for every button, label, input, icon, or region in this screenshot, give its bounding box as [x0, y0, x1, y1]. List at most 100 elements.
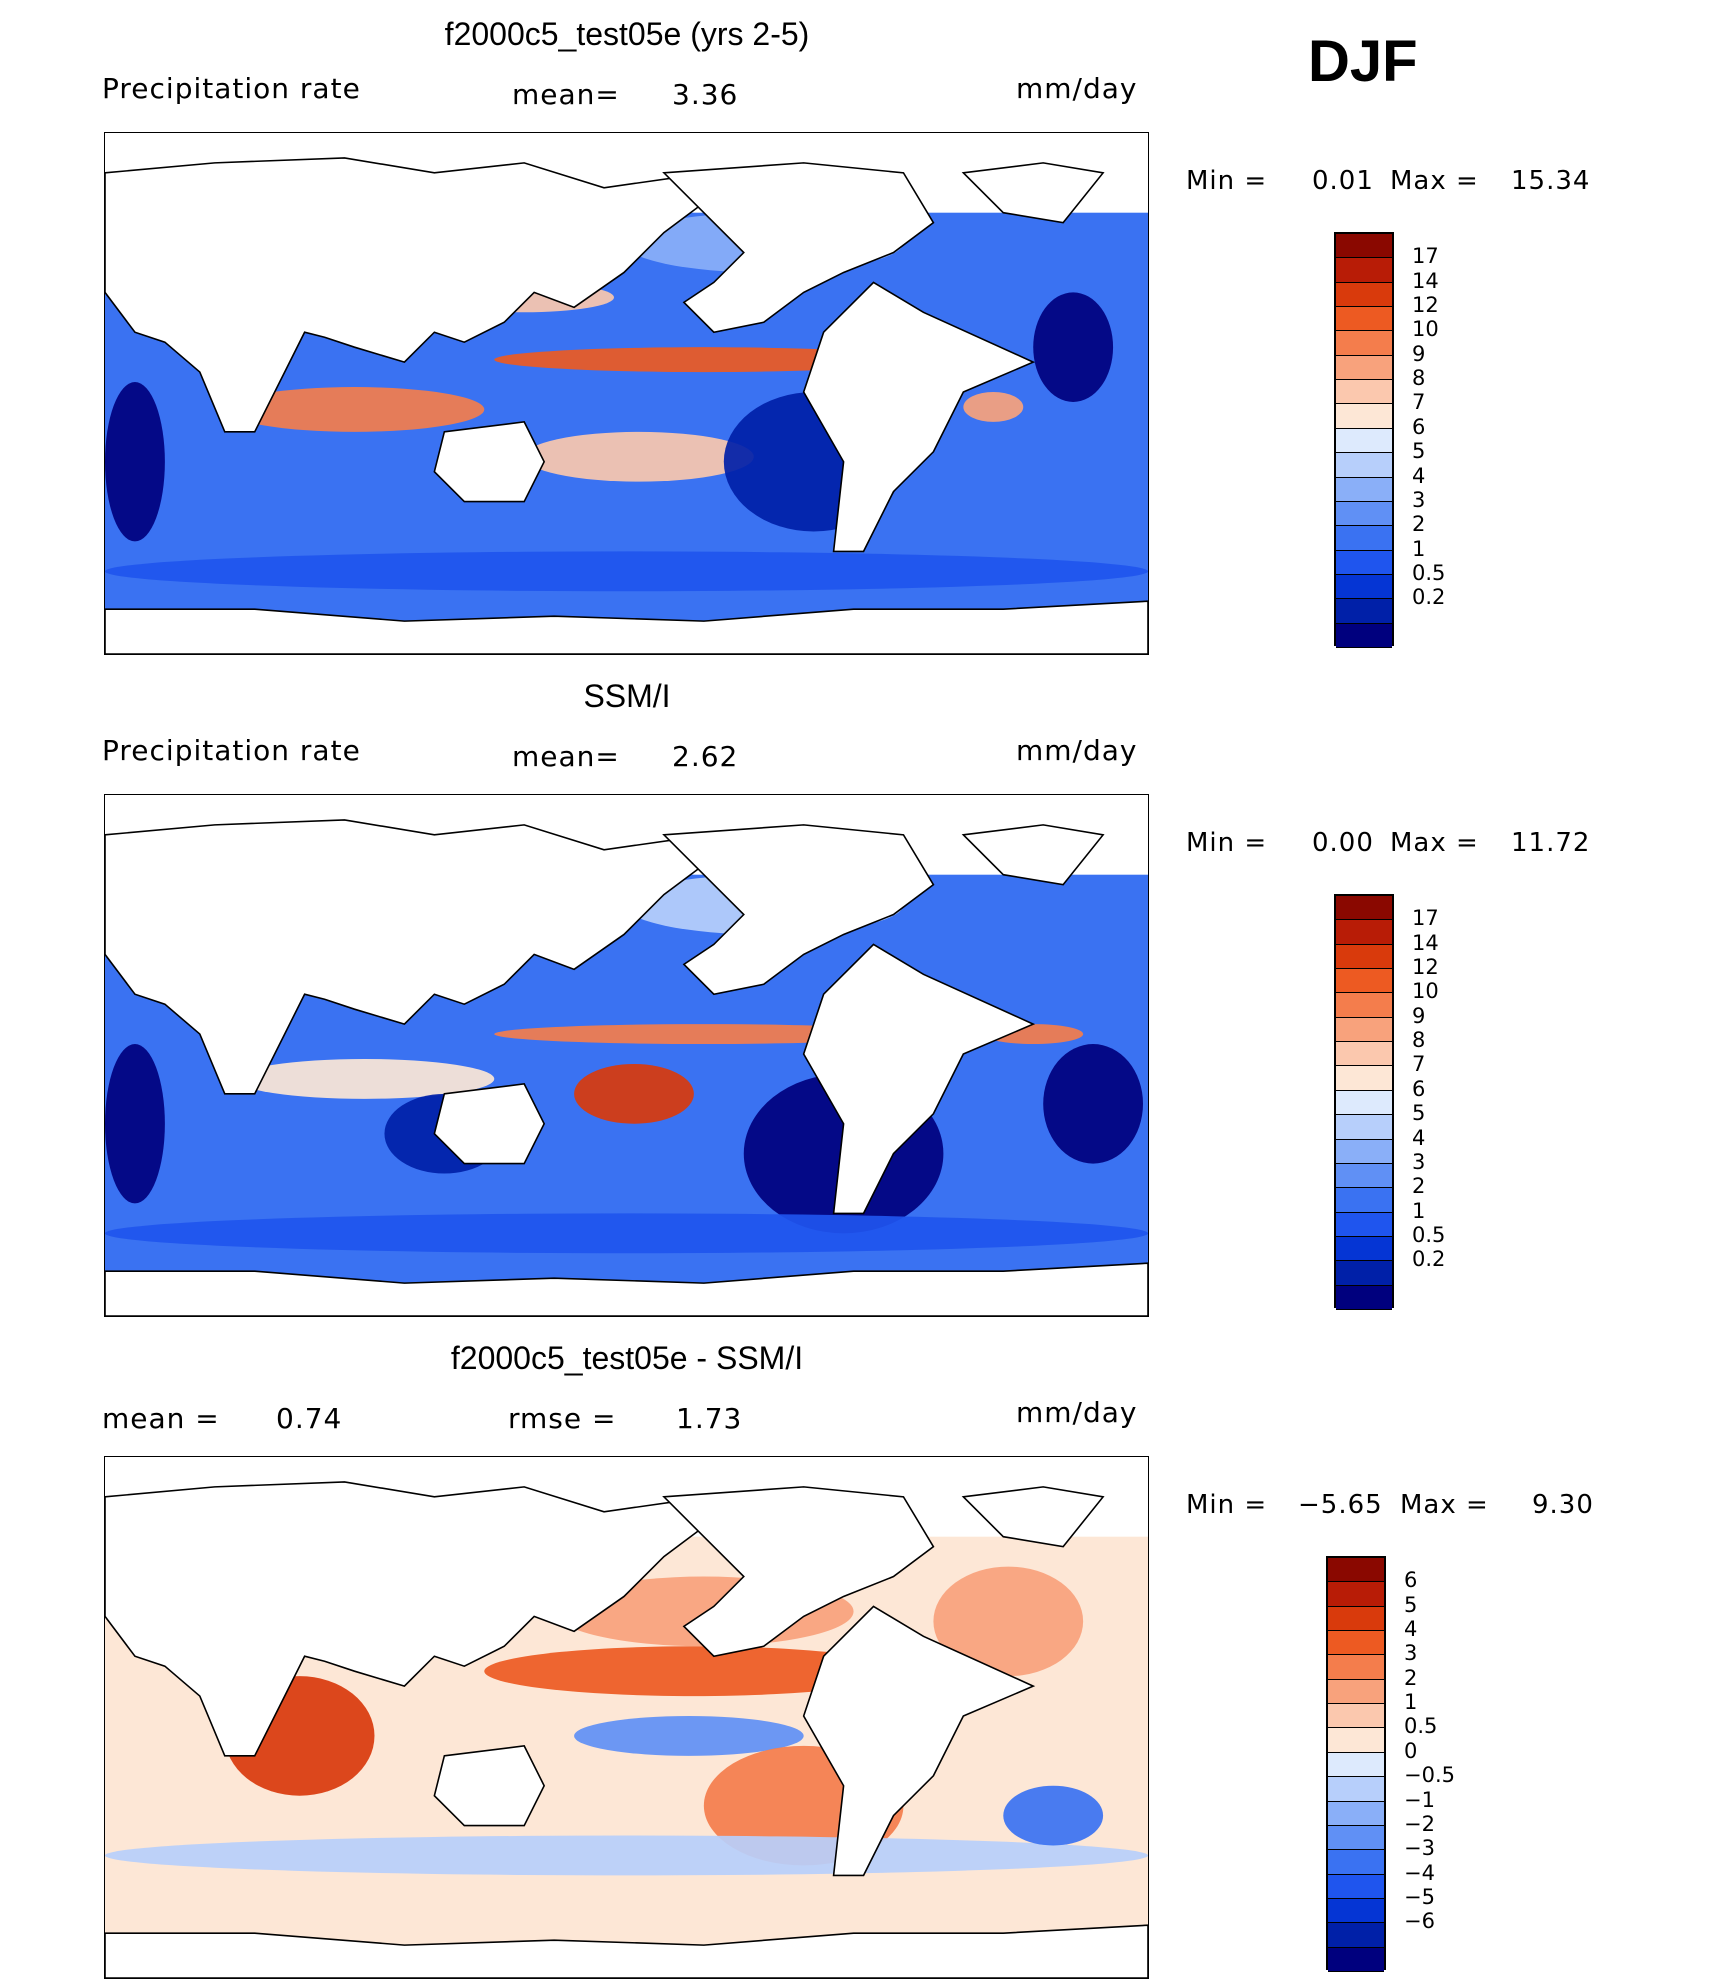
colorbar-tick-label: 17 — [1412, 906, 1439, 931]
colorbar-tick-label: 7 — [1412, 390, 1426, 415]
colorbar-tick-label: 4 — [1412, 1125, 1426, 1150]
colorbar-tick-label: 14 — [1412, 268, 1439, 293]
colorbar-tick-label: 10 — [1412, 317, 1439, 342]
colorbar-tick-label: 8 — [1412, 366, 1426, 391]
colorbar-swatch — [1336, 599, 1392, 624]
panel2-max-value: 11.72 — [1511, 828, 1591, 858]
colorbar-swatch — [1336, 331, 1392, 356]
colorbar-swatch — [1336, 404, 1392, 429]
panel2-mean-value: 2.62 — [672, 740, 739, 773]
colorbar-tick-label: 2 — [1404, 1665, 1418, 1690]
colorbar-swatch — [1336, 526, 1392, 551]
colorbar-tick-label: 1 — [1412, 1198, 1426, 1223]
panel3-field — [105, 1481, 1148, 1978]
landmass — [433, 1745, 546, 1827]
colorbar-swatch — [1328, 1582, 1384, 1607]
colorbar-swatch — [1328, 1898, 1384, 1924]
colorbar-tick-label: 1 — [1404, 1690, 1418, 1715]
landmass — [105, 1924, 1148, 1978]
colorbar-swatch — [1328, 1947, 1384, 1972]
colorbar-swatch — [1336, 993, 1392, 1018]
colorbar-swatch — [1336, 1115, 1392, 1140]
colorbar-swatch — [1336, 920, 1392, 945]
colorbar-swatch — [1336, 258, 1392, 283]
field-anomaly — [574, 1063, 694, 1124]
panel1-min-value: 0.01 — [1312, 166, 1374, 196]
colorbar-tick-label: 5 — [1412, 1101, 1426, 1126]
panel3-min-value: −5.65 — [1298, 1490, 1383, 1520]
colorbar-swatch — [1336, 969, 1392, 994]
panel1-variable-label: Precipitation rate — [102, 72, 361, 105]
colorbar-swatch — [1328, 1704, 1384, 1729]
colorbar-tick-label: 2 — [1412, 512, 1426, 537]
panel3-rmse-value: 1.73 — [676, 1402, 743, 1435]
colorbar-swatch — [1336, 1236, 1392, 1262]
panel2-variable-label: Precipitation rate — [102, 734, 361, 767]
colorbar-swatch — [1336, 1017, 1392, 1043]
colorbar-tick-label: 0.5 — [1412, 560, 1446, 585]
colorbar-swatch — [1336, 453, 1392, 478]
colorbar-swatch — [1336, 574, 1392, 600]
field-anomaly — [105, 382, 165, 542]
field-anomaly — [1043, 1044, 1144, 1164]
colorbar-tick-label: 5 — [1412, 439, 1426, 464]
landmass — [961, 1486, 1105, 1548]
panel1-title: f2000c5_test05e (yrs 2-5) — [444, 16, 810, 52]
landmass — [433, 1083, 546, 1165]
season-label: DJF — [1308, 29, 1418, 94]
field-anomaly — [524, 431, 754, 482]
colorbar-tick-label: 6 — [1404, 1568, 1418, 1593]
colorbar-swatch — [1328, 1631, 1384, 1656]
colorbar-swatch — [1336, 1042, 1392, 1067]
panel3-rmse-label: rmse = — [508, 1402, 617, 1435]
landmass — [105, 600, 1148, 654]
panel2-title: SSM/I — [583, 678, 671, 714]
colorbar-swatch — [1336, 1212, 1392, 1237]
colorbar-swatch — [1328, 1874, 1384, 1899]
landmass — [662, 162, 935, 334]
colorbar-tick-label: 12 — [1412, 955, 1439, 980]
colorbar-tick-label: −0.5 — [1404, 1763, 1455, 1788]
colorbar-swatch — [1336, 944, 1392, 970]
colorbar-tick-label: −6 — [1404, 1909, 1435, 1934]
landmass — [433, 421, 546, 503]
colorbar-swatch — [1336, 896, 1392, 921]
field-anomaly — [105, 1213, 1148, 1254]
colorbar-swatch — [1328, 1801, 1384, 1826]
colorbar-swatch — [1336, 282, 1392, 308]
colorbar-swatch — [1328, 1606, 1384, 1632]
colorbar-swatch — [1336, 1066, 1392, 1091]
field-anomaly — [105, 1835, 1148, 1876]
field-anomaly — [234, 1058, 495, 1099]
colorbar-tick-label: 4 — [1404, 1617, 1418, 1642]
panel1-field — [105, 157, 1148, 654]
field-anomaly — [494, 347, 914, 373]
colorbar-tick-label: 9 — [1412, 341, 1426, 366]
colorbar-swatch — [1328, 1558, 1384, 1583]
colorbar-tick-label: 4 — [1412, 463, 1426, 488]
landmass — [802, 943, 1036, 1215]
panel2-mean-label: mean= — [512, 740, 620, 773]
colorbar-swatch — [1336, 1090, 1392, 1116]
panel3-map — [104, 1456, 1149, 1979]
landmass — [105, 1481, 706, 1757]
colorbar-swatch — [1328, 1825, 1384, 1851]
panel1-mean-value: 3.36 — [672, 78, 739, 111]
colorbar-tick-label: 5 — [1404, 1592, 1418, 1617]
field-anomaly — [933, 1566, 1084, 1677]
colorbar-tick-label: 0.2 — [1412, 585, 1446, 610]
panel2-min-label: Min = — [1186, 828, 1268, 858]
colorbar-tick-label: 8 — [1412, 1028, 1426, 1053]
landmass — [961, 824, 1105, 886]
panel3-title: f2000c5_test05e - SSM/I — [450, 1340, 804, 1376]
landmass — [662, 824, 935, 996]
panel3-max-value: 9.30 — [1532, 1490, 1594, 1520]
colorbar-swatch — [1336, 501, 1392, 527]
colorbar-tick-label: 3 — [1404, 1641, 1418, 1666]
colorbar-tick-label: 12 — [1412, 293, 1439, 318]
colorbar-tick-label: −2 — [1404, 1811, 1435, 1836]
panel1-min-label: Min = — [1186, 166, 1268, 196]
colorbar-swatch — [1336, 355, 1392, 381]
panel2-units: mm/day — [1016, 734, 1138, 767]
colorbar-tick-label: −1 — [1404, 1787, 1435, 1812]
